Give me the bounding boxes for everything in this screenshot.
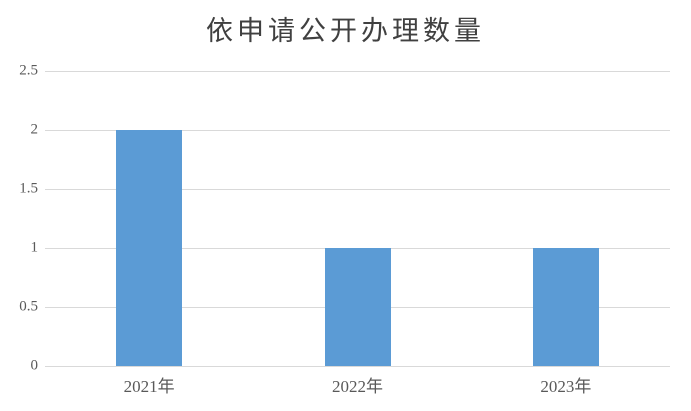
chart-title: 依申请公开办理数量: [206, 16, 485, 46]
x-tick-label-2023年: 2023年: [540, 377, 592, 396]
x-tick-label-2021年: 2021年: [123, 377, 175, 396]
y-tick-label-2: 2: [30, 121, 39, 138]
plot-area: [45, 71, 670, 366]
y-tick-label-0.5: 0.5: [19, 298, 38, 315]
y-tick-label-0: 0: [30, 357, 39, 374]
gridline-2.5: [45, 71, 670, 72]
gridline-1.5: [45, 189, 670, 190]
y-tick-label-2.5: 2.5: [19, 62, 38, 79]
y-tick-label-1.5: 1.5: [19, 180, 38, 197]
bar-2022年: [324, 248, 391, 366]
gridline-2: [45, 130, 670, 131]
bar-2023年: [532, 248, 599, 366]
x-tick-label-2022年: 2022年: [332, 377, 383, 396]
x-axis-line: [45, 366, 670, 367]
bar-2021年: [116, 130, 183, 366]
y-tick-label-1: 1: [30, 239, 39, 256]
